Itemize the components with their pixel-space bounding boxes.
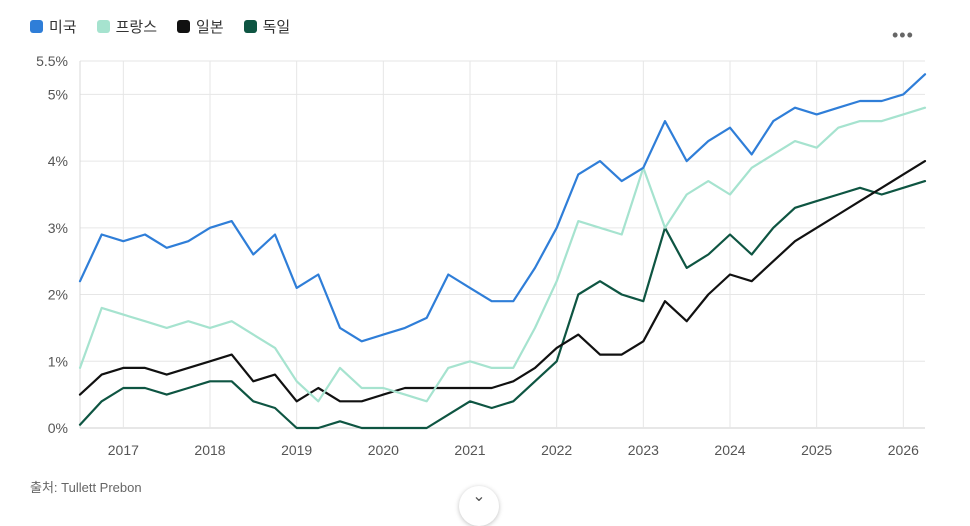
x-tick-label: 2025: [801, 442, 832, 458]
legend-swatch: [96, 20, 110, 33]
chart-legend: 미국 프랑스 일본 독일: [30, 16, 290, 37]
legend-item-0[interactable]: 미국: [30, 16, 77, 37]
y-tick-label: 4%: [48, 153, 68, 169]
x-tick-label: 2018: [194, 442, 225, 458]
x-tick-label: 2019: [281, 442, 312, 458]
chart-source: 출처: Tullett Prebon: [30, 480, 142, 495]
x-tick-label: 2020: [368, 442, 399, 458]
legend-label: 일본: [196, 19, 224, 36]
series-line-프랑스: [78, 106, 927, 403]
y-tick-label: 2%: [48, 287, 68, 303]
x-tick-label: 2021: [454, 442, 485, 458]
series-line-일본: [78, 160, 927, 403]
y-tick-label: 5%: [48, 86, 68, 102]
legend-swatch: [30, 20, 43, 33]
line-chart: 0% 1% 2% 3% 4% 5% 5.5% 2017 2018 2019 2020 2021 2022…: [36, 53, 927, 458]
legend-swatch: [177, 20, 191, 33]
x-tick-label: 2022: [541, 442, 572, 458]
x-tick-label: 2026: [888, 442, 919, 458]
legend-item-1[interactable]: 프랑스: [96, 16, 158, 37]
legend-item-2[interactable]: 일본: [177, 16, 224, 37]
legend-label: 독일: [262, 19, 291, 36]
x-tick-label: 2023: [628, 442, 659, 458]
legend-swatch: [243, 20, 257, 33]
y-tick-label: 3%: [48, 220, 68, 236]
chevron-down-icon: ⌄: [472, 488, 486, 505]
y-tick-label: 1%: [48, 353, 68, 369]
series-line-미국: [78, 73, 927, 343]
x-tick-label: 2024: [714, 442, 745, 458]
legend-label: 프랑스: [115, 19, 158, 36]
y-tick-label: 5.5%: [36, 53, 68, 69]
scroll-down-button[interactable]: ⌄: [459, 486, 499, 526]
y-tick-label: 0%: [48, 420, 68, 436]
legend-label: 미국: [49, 19, 77, 36]
series-line-독일: [78, 180, 927, 430]
x-tick-label: 2017: [108, 442, 139, 458]
more-options-icon[interactable]: •••: [892, 25, 914, 45]
legend-item-3[interactable]: 독일: [243, 16, 291, 37]
